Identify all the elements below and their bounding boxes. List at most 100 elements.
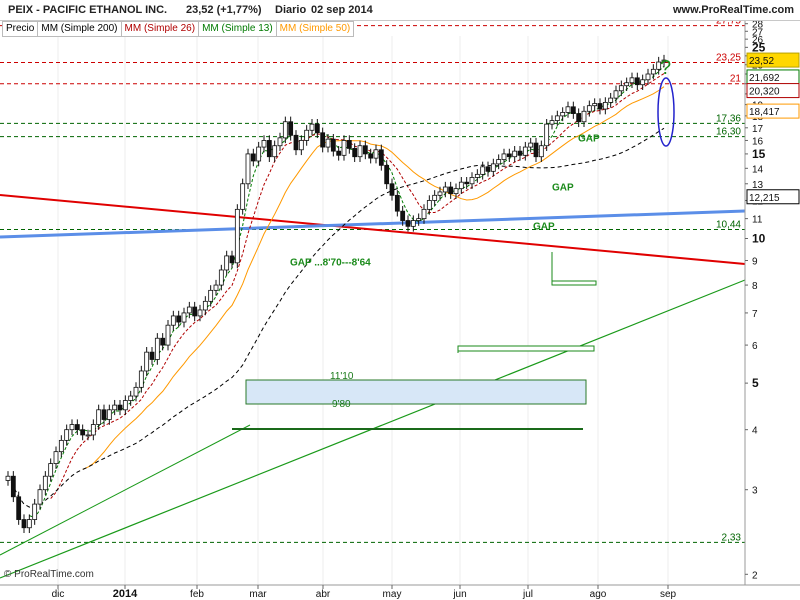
candle-body [74, 424, 80, 431]
level-label: 10,44 [716, 220, 741, 231]
candle-body [5, 475, 11, 481]
candle-body [42, 475, 48, 491]
y-tick-label: 11 [752, 215, 763, 226]
candle-body [26, 519, 32, 529]
candle-body [256, 146, 262, 162]
copyright: © ProRealTime.com [4, 569, 94, 580]
level-label: 27,75 [716, 16, 741, 27]
gap-rect-jun [457, 345, 595, 352]
ma13-line [29, 65, 665, 519]
gap-label: GAP [533, 221, 555, 232]
candle-body [250, 153, 256, 162]
candle-body [282, 121, 288, 139]
candle-body [389, 183, 395, 196]
y-tick-label: 14 [752, 164, 764, 175]
y-tick-label: 13 [752, 180, 764, 191]
candle-body [448, 186, 454, 195]
question-mark: ? [660, 57, 671, 79]
candle-body [202, 300, 208, 311]
candle-body [138, 370, 144, 388]
date-label: 02 sep 2014 [311, 4, 373, 16]
candle-body [581, 110, 587, 123]
candle-body [506, 153, 512, 158]
candle-body [229, 255, 235, 264]
legend-ma26: MM (Simple 26) [122, 22, 200, 36]
legend-ma50: MM (Simple 50) [279, 23, 351, 34]
candle-body [304, 129, 310, 141]
value-box [746, 52, 800, 68]
candle-body [186, 306, 192, 314]
candle-body [58, 439, 64, 453]
moving-averages [7, 65, 665, 519]
candle-body [469, 177, 475, 185]
annotation-label: 11'10 [330, 371, 354, 382]
candle-body [64, 429, 70, 441]
candle-body [576, 113, 582, 123]
candle-body [272, 145, 278, 158]
candle-body [608, 97, 614, 103]
candle-body [122, 400, 128, 411]
candle-body [48, 463, 54, 477]
candle-body [117, 404, 123, 411]
gap-label: GAP [578, 133, 600, 144]
value-box-label: 21,692 [749, 73, 780, 84]
candle-body [144, 351, 150, 372]
candle-body [96, 409, 102, 425]
candle-body [32, 503, 38, 520]
candle-body [277, 137, 283, 147]
x-tick-label: abr [316, 589, 331, 600]
candle-body [416, 218, 422, 221]
y-tick-label: 26 [752, 35, 764, 46]
candle-body [293, 134, 299, 151]
level-label: 23,25 [716, 52, 741, 63]
candle-body [592, 103, 598, 107]
level-label: 21 [730, 74, 742, 85]
candle-body [405, 220, 411, 227]
gap-label: GAP [552, 183, 574, 194]
legend-ma13: MM (Simple 13) [199, 22, 277, 36]
vertical-grid [57, 36, 669, 585]
candle-body [373, 149, 379, 159]
candle-body [213, 284, 219, 291]
candle-body [490, 163, 496, 172]
candle-body [309, 123, 315, 131]
candle-body [570, 106, 576, 114]
candle-body [133, 386, 139, 397]
annotation-label: 9'80 [332, 399, 351, 410]
gap-label: GAP ...8'70---8'64 [290, 257, 371, 268]
x-tick-label: jun [452, 589, 466, 600]
price-axis: 2345678910111213141516171819202122232425… [744, 20, 800, 585]
x-tick-label: sep [660, 589, 677, 600]
candle-body [432, 194, 438, 201]
candle-body [320, 132, 326, 148]
candle-body [240, 183, 246, 210]
y-tick-label: 8 [752, 281, 758, 292]
candle-body [261, 140, 267, 148]
candle-body [336, 150, 342, 156]
candle-body [453, 188, 459, 195]
legend-ma200: MM (Simple 200) [38, 22, 122, 36]
ma200-line [7, 127, 665, 508]
site-label: www.ProRealTime.com [672, 4, 794, 16]
candle-body [613, 90, 619, 99]
candle-body [597, 103, 603, 110]
candle-body [245, 153, 251, 185]
candle-body [346, 140, 352, 149]
candle-body [442, 186, 448, 193]
candle-body [528, 142, 534, 148]
candle-body [176, 315, 182, 323]
x-tick-label: ago [590, 589, 607, 600]
period-label: Diario [275, 4, 307, 16]
candle-body [37, 489, 43, 505]
level-label: 16,30 [716, 127, 741, 138]
candle-body [538, 145, 544, 158]
candle-body [602, 102, 608, 110]
y-tick-label: 5 [752, 376, 759, 390]
candle-body [101, 409, 107, 420]
y-tick-label: 25 [752, 40, 766, 54]
candle-body [394, 194, 400, 212]
candle-body [533, 142, 539, 158]
candle-body [21, 519, 27, 529]
candle-body [378, 149, 384, 166]
candle-body [586, 105, 592, 112]
